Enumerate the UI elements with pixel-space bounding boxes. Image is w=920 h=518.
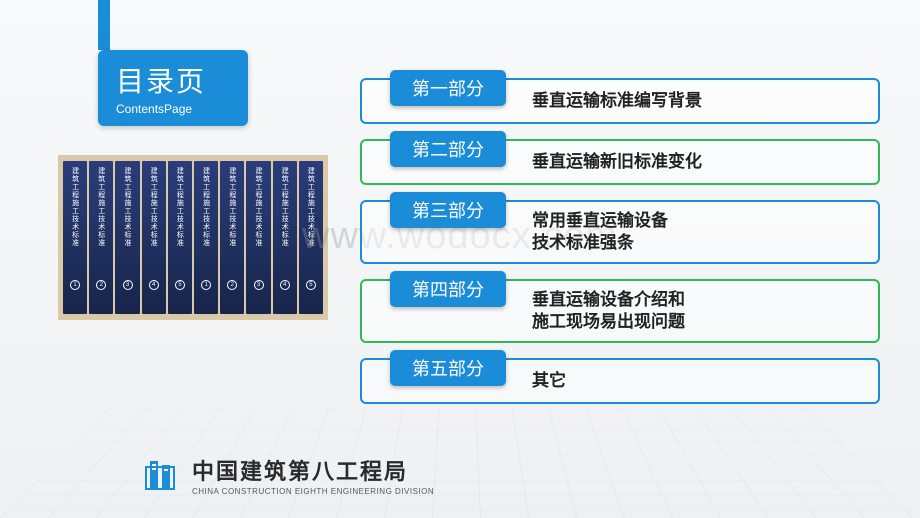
title-subtitle: ContentsPage (116, 102, 248, 116)
section-text-line: 施工现场易出现问题 (532, 311, 866, 333)
book-volume-number: 3 (254, 280, 264, 290)
book-volume-number: 1 (70, 280, 80, 290)
top-accent-bar (98, 0, 110, 50)
book-spine: 建筑工程施工技术标准 3 (115, 161, 139, 314)
company-name-en: CHINA CONSTRUCTION EIGHTH ENGINEERING DI… (192, 487, 434, 496)
book-spine: 建筑工程施工技术标准 5 (299, 161, 323, 314)
book-spine: 建筑工程施工技术标准 5 (168, 161, 192, 314)
background-grid (0, 409, 920, 518)
book-spine: 建筑工程施工技术标准 4 (273, 161, 297, 314)
book-volume-number: 2 (96, 280, 106, 290)
section-label: 第三部分 (390, 192, 506, 228)
company-name-cn: 中国建筑第八工程局 (192, 454, 434, 486)
book-spine-text: 建筑工程施工技术标准 (280, 167, 289, 247)
book-spine-text: 建筑工程施工技术标准 (175, 167, 184, 247)
section-text-line: 垂直运输设备介绍和 (532, 289, 866, 311)
book-spine-text: 建筑工程施工技术标准 (254, 167, 263, 247)
book-volume-number: 3 (123, 280, 133, 290)
book-spine-text: 建筑工程施工技术标准 (228, 167, 237, 247)
book-spine: 建筑工程施工技术标准 3 (246, 161, 270, 314)
section-text-line: 垂直运输标准编写背景 (532, 90, 866, 112)
book-spine: 建筑工程施工技术标准 1 (63, 161, 87, 314)
section-label: 第二部分 (390, 131, 506, 167)
book-spine-text: 建筑工程施工技术标准 (123, 167, 132, 247)
section-label: 第四部分 (390, 271, 506, 307)
book-volume-number: 4 (149, 280, 159, 290)
section-label: 第五部分 (390, 350, 506, 386)
section-row: 常用垂直运输设备技术标准强条第三部分 (360, 200, 885, 264)
company-name-block: 中国建筑第八工程局 CHINA CONSTRUCTION EIGHTH ENGI… (192, 454, 434, 496)
sections-container: 垂直运输标准编写背景第一部分垂直运输新旧标准变化第二部分常用垂直运输设备技术标准… (360, 78, 885, 419)
title-box: 目录页 ContentsPage (98, 50, 248, 126)
book-spine: 建筑工程施工技术标准 2 (89, 161, 113, 314)
section-text-line: 垂直运输新旧标准变化 (532, 151, 866, 173)
section-row: 垂直运输新旧标准变化第二部分 (360, 139, 885, 185)
book-spine-text: 建筑工程施工技术标准 (149, 167, 158, 247)
books-illustration: 建筑工程施工技术标准1建筑工程施工技术标准2建筑工程施工技术标准3建筑工程施工技… (58, 155, 328, 320)
book-volume-number: 4 (280, 280, 290, 290)
company-logo-icon (140, 455, 180, 495)
book-spine-text: 建筑工程施工技术标准 (202, 167, 211, 247)
section-text-line: 常用垂直运输设备 (532, 210, 866, 232)
book-volume-number: 1 (201, 280, 211, 290)
title-main: 目录页 (116, 60, 248, 100)
book-spine-text: 建筑工程施工技术标准 (97, 167, 106, 247)
book-volume-number: 5 (175, 280, 185, 290)
section-row: 其它第五部分 (360, 358, 885, 404)
book-spine: 建筑工程施工技术标准 1 (194, 161, 218, 314)
book-volume-number: 2 (227, 280, 237, 290)
footer: 中国建筑第八工程局 CHINA CONSTRUCTION EIGHTH ENGI… (140, 454, 434, 496)
book-spine-text: 建筑工程施工技术标准 (71, 167, 80, 247)
section-text-line: 其它 (532, 370, 866, 392)
section-row: 垂直运输设备介绍和施工现场易出现问题第四部分 (360, 279, 885, 343)
section-label: 第一部分 (390, 70, 506, 106)
section-text-line: 技术标准强条 (532, 232, 866, 254)
book-volume-number: 5 (306, 280, 316, 290)
book-spine-text: 建筑工程施工技术标准 (306, 167, 315, 247)
book-spine: 建筑工程施工技术标准 4 (142, 161, 166, 314)
section-row: 垂直运输标准编写背景第一部分 (360, 78, 885, 124)
book-spine: 建筑工程施工技术标准 2 (220, 161, 244, 314)
